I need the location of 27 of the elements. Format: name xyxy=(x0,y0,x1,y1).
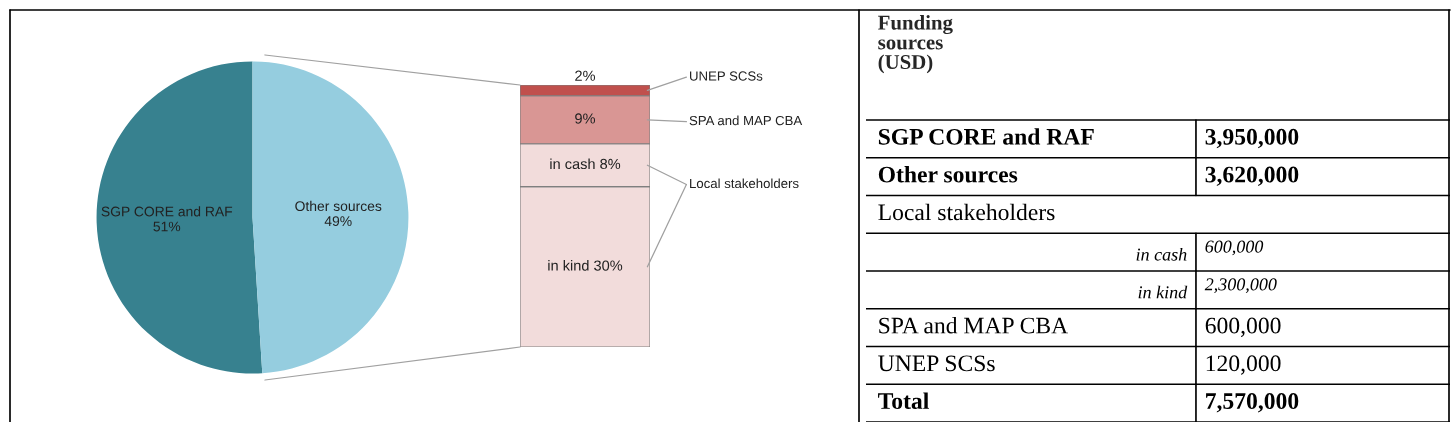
text: 2,300,000 xyxy=(1204,278,1277,293)
text: 120,000 xyxy=(1206,355,1281,375)
data-label: 49% xyxy=(324,216,352,227)
data-label: 2% xyxy=(575,70,596,81)
category-label: in cash xyxy=(1136,247,1187,261)
text: Funding sources (USD) xyxy=(878,15,953,74)
data-label: in cash 8% xyxy=(550,158,621,170)
category-label: SPA and MAP CBA xyxy=(879,316,1069,334)
category-label: SGP CORE and RAF xyxy=(878,128,1094,145)
text: 7,570,000 xyxy=(1206,393,1299,413)
text: SPA and MAP CBA xyxy=(689,115,803,126)
data-label: 51% xyxy=(153,221,181,232)
text: 600,000 xyxy=(1205,317,1281,337)
text: Local stakeholders xyxy=(690,178,799,189)
category-label: Other sources xyxy=(878,165,1018,183)
category-label: in kind xyxy=(1138,285,1188,299)
text: UNEP SCSs xyxy=(690,71,763,81)
data-label: 9% xyxy=(575,113,596,124)
text: 3,620,000 xyxy=(1205,166,1299,186)
text: 600,000 xyxy=(1205,240,1264,256)
slice-label: SGP CORE and RAF xyxy=(101,206,233,217)
category-label: UNEP SCSs xyxy=(878,355,995,372)
category-label: Local stakeholders xyxy=(878,203,1055,221)
text: 3,950,000 xyxy=(1205,128,1299,149)
category-label: Total xyxy=(878,392,929,410)
slice-label: Other sources xyxy=(295,200,382,212)
data-label: in kind 30% xyxy=(548,260,623,271)
